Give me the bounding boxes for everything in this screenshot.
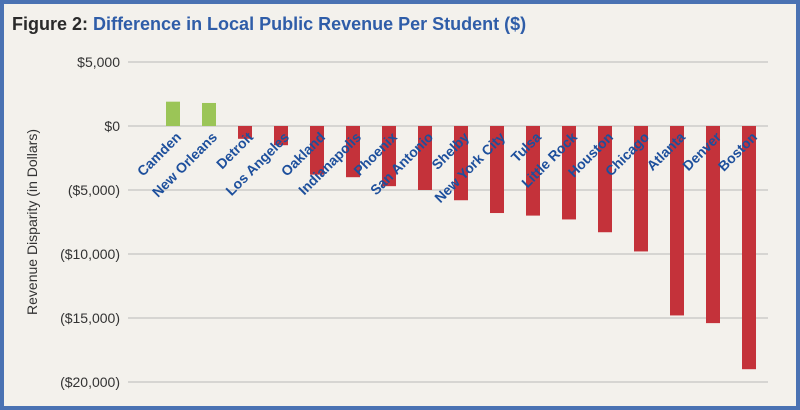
y-tick-label: $0 bbox=[104, 118, 120, 134]
y-tick-label: ($15,000) bbox=[60, 310, 120, 326]
bar bbox=[598, 126, 612, 233]
bar bbox=[346, 126, 360, 178]
bar bbox=[382, 126, 396, 187]
bar bbox=[418, 126, 432, 190]
bar bbox=[562, 126, 576, 220]
bar bbox=[742, 126, 756, 370]
bar bbox=[526, 126, 540, 216]
bar bbox=[634, 126, 648, 252]
bar bbox=[274, 126, 288, 146]
bar bbox=[166, 101, 180, 126]
bar bbox=[670, 126, 684, 316]
y-tick-label: ($10,000) bbox=[60, 246, 120, 262]
bar bbox=[706, 126, 720, 324]
y-tick-label: $5,000 bbox=[77, 54, 120, 70]
bar bbox=[310, 126, 324, 175]
y-axis-label: Revenue Disparity (in Dollars) bbox=[24, 129, 40, 315]
figure-title-text: Difference in Local Public Revenue Per S… bbox=[93, 14, 527, 34]
figure-title: Figure 2: Difference in Local Public Rev… bbox=[12, 14, 526, 35]
gridlines bbox=[128, 61, 768, 383]
bar bbox=[202, 102, 216, 126]
bars bbox=[166, 101, 756, 370]
y-tick-label: ($20,000) bbox=[60, 374, 120, 390]
y-tick-label: ($5,000) bbox=[68, 182, 120, 198]
bar bbox=[490, 126, 504, 214]
bar bbox=[238, 126, 252, 139]
figure-label: Figure 2: bbox=[12, 14, 89, 34]
bar bbox=[454, 126, 468, 201]
y-tick-labels: $5,000 $0 ($5,000) ($10,000) ($15,000) ($20,0… bbox=[60, 54, 120, 390]
